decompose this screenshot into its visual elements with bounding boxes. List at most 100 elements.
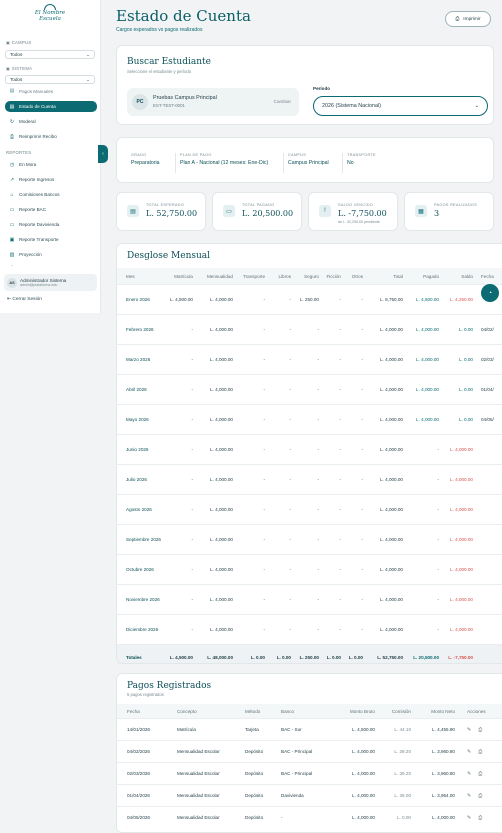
edit-icon[interactable]: ✎: [467, 726, 472, 733]
user-card[interactable]: AS Administrador Sistema admin@plataform…: [4, 274, 97, 291]
cell-saldo: L. 4,000.00: [450, 447, 473, 452]
sidebar-item-estado-de-cuenta[interactable]: ▤ Estado de Cuenta: [5, 101, 97, 112]
cell-otros: -: [361, 357, 363, 362]
cell-total: L. 4,000.00: [380, 417, 403, 422]
reports-label: REPORTES: [6, 150, 32, 155]
logout-link[interactable]: ⇤ Cerrar Sesión: [7, 297, 42, 302]
monthly-table: Mes Matrícula Mensualidad Transporte Libros S…: [117, 268, 502, 663]
payment-actions: ✎ ⎙: [467, 785, 502, 806]
cell-mes: Noviembre 2026: [126, 597, 160, 602]
payment-cell-metodo: Depósito: [245, 749, 264, 754]
cell-mensualidad: L. 4,000.00: [210, 627, 233, 632]
cell-ficcion: -: [339, 327, 341, 332]
change-student-button[interactable]: Cambiar: [273, 99, 291, 104]
payment-cell-neto: L. 3,964.00: [432, 793, 455, 798]
sidebar-item-reporte-ingresos[interactable]: ↗ Reporte Ingresos: [9, 176, 55, 183]
payment-cell-bruto: L. 4,000.00: [352, 793, 375, 798]
printer-icon[interactable]: ⎙: [478, 770, 483, 777]
cell-fecha: [481, 525, 502, 554]
edit-icon[interactable]: ✎: [467, 748, 472, 755]
column-header-total: Total: [393, 273, 403, 279]
totals-row: Totales L. 4,500.00 L. 48,000.00 L. 0.00 L. …: [117, 644, 502, 663]
cell-seguro: -: [317, 477, 319, 482]
cell-matricula: -: [191, 597, 193, 602]
sidebar-item-moderal[interactable]: ↻ Moderal: [9, 118, 36, 125]
cell-matricula: -: [191, 627, 193, 632]
sidebar-item-proyeccion[interactable]: ▥ Proyección: [9, 251, 42, 258]
payments-subtitle: 5 pagos registrados: [127, 692, 164, 697]
alert-icon: !: [319, 205, 331, 217]
page-title: Estado de Cuenta: [116, 7, 251, 25]
table-row: Enero 2026 L. 4,500.00 L. 4,000.00 - - L. 250…: [117, 284, 502, 314]
logout-icon: ⇤: [7, 297, 12, 302]
cell-fecha: 04/05/: [481, 417, 494, 422]
cell-seguro: -: [317, 597, 319, 602]
cell-mes: Marzo 2026: [126, 357, 151, 362]
cell-ficcion: -: [339, 447, 341, 452]
sidebar-item-reporte-bac[interactable]: ▭ Reporte BAC: [9, 206, 47, 213]
cell-transporte: -: [263, 567, 265, 572]
cell-libros: -: [289, 327, 291, 332]
column-header-ficcion: Ficción: [326, 273, 341, 279]
cell-pagado: -: [437, 507, 439, 512]
table-row: Noviembre 2026 - L. 4,000.00 - - - - - L. 4,000.…: [117, 584, 502, 614]
cell-transporte: L. 0.00: [250, 655, 265, 660]
campus-select[interactable]: Todos ⌄: [5, 50, 95, 59]
payment-cell-concepto: Mensualidad Escolar: [177, 793, 220, 798]
printer-icon[interactable]: ⎙: [478, 748, 483, 755]
period-select[interactable]: 2026 (Sistema Nacional) ⌄: [313, 96, 488, 116]
chat-button[interactable]: ◔: [481, 284, 499, 302]
sidebar: El Nombre Escuela ▣ CAMPUS Todos ⌄ ▣ SIST…: [0, 0, 101, 313]
sidebar-item-reimprimir-recibo[interactable]: ⎙ Reimprimir Recibo: [9, 133, 57, 140]
print-button[interactable]: ⎙ Imprimir: [445, 11, 491, 27]
payments-column-bruto: Monto Bruto: [349, 708, 375, 714]
cell-libros: -: [289, 357, 291, 362]
cell-mes: Abril 2026: [126, 387, 147, 392]
school-logo[interactable]: El Nombre Escuela: [32, 4, 68, 26]
sidebar-item-reporte-transporte[interactable]: ▣ Reporte Transporte: [9, 236, 59, 243]
sidebar-item-comisiones-bancos[interactable]: ⌂ Comisiones Bancos: [10, 191, 60, 198]
sidebar-item-pagos-manuales[interactable]: ▤ Pagos Manuales: [9, 88, 54, 94]
edit-icon[interactable]: ✎: [467, 792, 472, 799]
column-header-pagado: Pagado: [423, 273, 439, 279]
logo-line-1: El Nombre: [34, 10, 66, 16]
cell-otros: -: [361, 567, 363, 572]
printer-icon[interactable]: ⎙: [478, 792, 483, 799]
cell-otros: -: [361, 417, 363, 422]
cell-fecha: 02/03/: [481, 357, 494, 362]
sidebar-item-reporte-davivienda[interactable]: ▭ Reporte Davivienda: [9, 221, 60, 228]
cell-transporte: -: [263, 597, 265, 602]
cell-otros: -: [361, 627, 363, 632]
cell-seguro: -: [317, 447, 319, 452]
cell-saldo: L. 4,250.00: [450, 297, 473, 302]
cell-mensualidad: L. 4,000.00: [210, 327, 233, 332]
printer-icon[interactable]: ⎙: [478, 814, 483, 821]
payment-cell-bruto: L. 4,000.00: [352, 815, 375, 820]
cell-libros: -: [289, 507, 291, 512]
collapse-sidebar-button[interactable]: ‹: [98, 145, 108, 163]
payments-column-concepto: Concepto: [177, 708, 197, 714]
column-header-transporte: Transporte: [242, 273, 265, 279]
sidebar-item-en-mora[interactable]: ◷ En Mora: [9, 161, 37, 168]
edit-icon[interactable]: ✎: [467, 770, 472, 777]
payment-cell-neto: L. 3,960.80: [432, 749, 455, 754]
cell-transporte: -: [263, 297, 265, 302]
edit-icon[interactable]: ✎: [467, 814, 472, 821]
cell-fecha: 04/02/: [481, 327, 494, 332]
system-select[interactable]: Todos ⌄: [5, 75, 95, 84]
cell-mensualidad: L. 4,000.00: [210, 447, 233, 452]
cell-fecha: [481, 495, 502, 524]
column-header-saldo: Saldo: [461, 273, 473, 279]
cell-total: L. 4,000.00: [380, 507, 403, 512]
sidebar-item-more[interactable]: ·: [5, 263, 97, 269]
table-row: Marzo 2026 - L. 4,000.00 - - - - - L. 4,000.00 L.…: [117, 344, 502, 374]
cell-otros: -: [361, 447, 363, 452]
payments-header-row: Fecha Concepto Método Banco Monto Bruto Comis…: [117, 704, 502, 718]
payment-row: 02/03/2026 Mensualidad Escolar Depósito BAC…: [117, 762, 502, 784]
cell-otros: -: [361, 597, 363, 602]
printer-icon[interactable]: ⎙: [478, 726, 483, 733]
cell-transporte: -: [263, 507, 265, 512]
cell-total: L. 4,000.00: [380, 567, 403, 572]
info-transporte: TRANSPORTE No: [342, 153, 376, 173]
printer-icon: ⎙: [455, 17, 460, 22]
